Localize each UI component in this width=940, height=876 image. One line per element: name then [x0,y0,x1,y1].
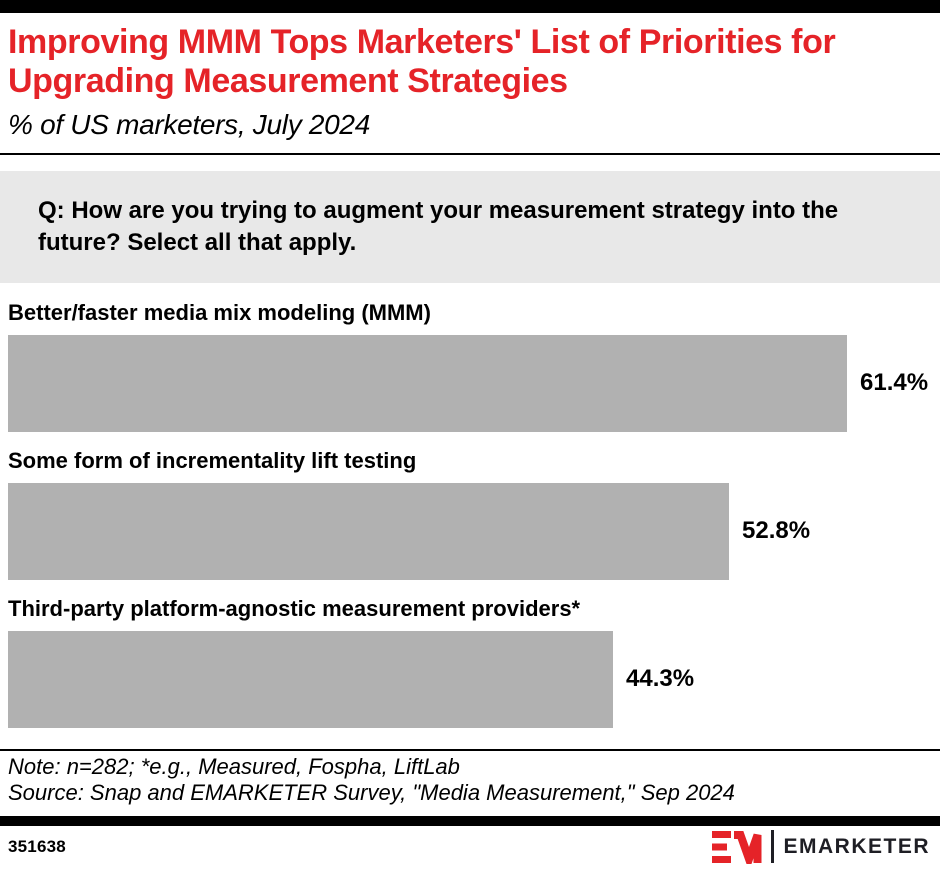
em-logo-icon [712,830,762,864]
bar [8,482,729,580]
question-box: Q: How are you trying to augment your me… [0,170,940,283]
footer: 351638 EMARKETER [0,826,940,868]
bar-label: Some form of incrementality lift testing [8,447,417,473]
header: Improving MMM Tops Marketers' List of Pr… [0,13,940,141]
bar-group: Third-party platform-agnostic measuremen… [0,595,940,728]
bar-row: 52.8% [0,482,940,580]
bar-group: Better/faster media mix modeling (MMM) 6… [0,299,940,432]
emarketer-wordmark: EMARKETER [783,834,930,858]
bar-row: 61.4% [0,334,940,432]
logo-divider [771,830,775,863]
page-subtitle: % of US marketers, July 2024 [8,108,370,140]
bar-group: Some form of incrementality lift testing… [0,447,940,580]
note-text: Note: n=282; *e.g., Measured, Fospha, Li… [8,753,460,779]
bar-label: Better/faster media mix modeling (MMM) [8,299,431,325]
bar [8,334,847,432]
bar-value: 44.3% [626,665,695,692]
source-text: Source: Snap and EMARKETER Survey, "Medi… [8,779,735,805]
bar-label: Third-party platform-agnostic measuremen… [8,595,581,621]
emarketer-logo: EMARKETER [712,830,930,864]
footnote-divider [0,748,940,751]
bar-row: 44.3% [0,630,940,728]
question-text: Q: How are you trying to augment your me… [38,196,839,256]
footer-border-bar [0,815,940,826]
bar-value: 52.8% [742,517,811,544]
chart-id: 351638 [8,836,66,856]
bar-value: 61.4% [860,369,929,396]
header-divider [0,152,940,155]
footnote: Note: n=282; *e.g., Measured, Fospha, Li… [0,751,940,806]
top-border-bar [0,0,940,13]
bar-chart: Better/faster media mix modeling (MMM) 6… [0,299,940,728]
bar [8,630,613,728]
page-title: Improving MMM Tops Marketers' List of Pr… [8,23,836,100]
